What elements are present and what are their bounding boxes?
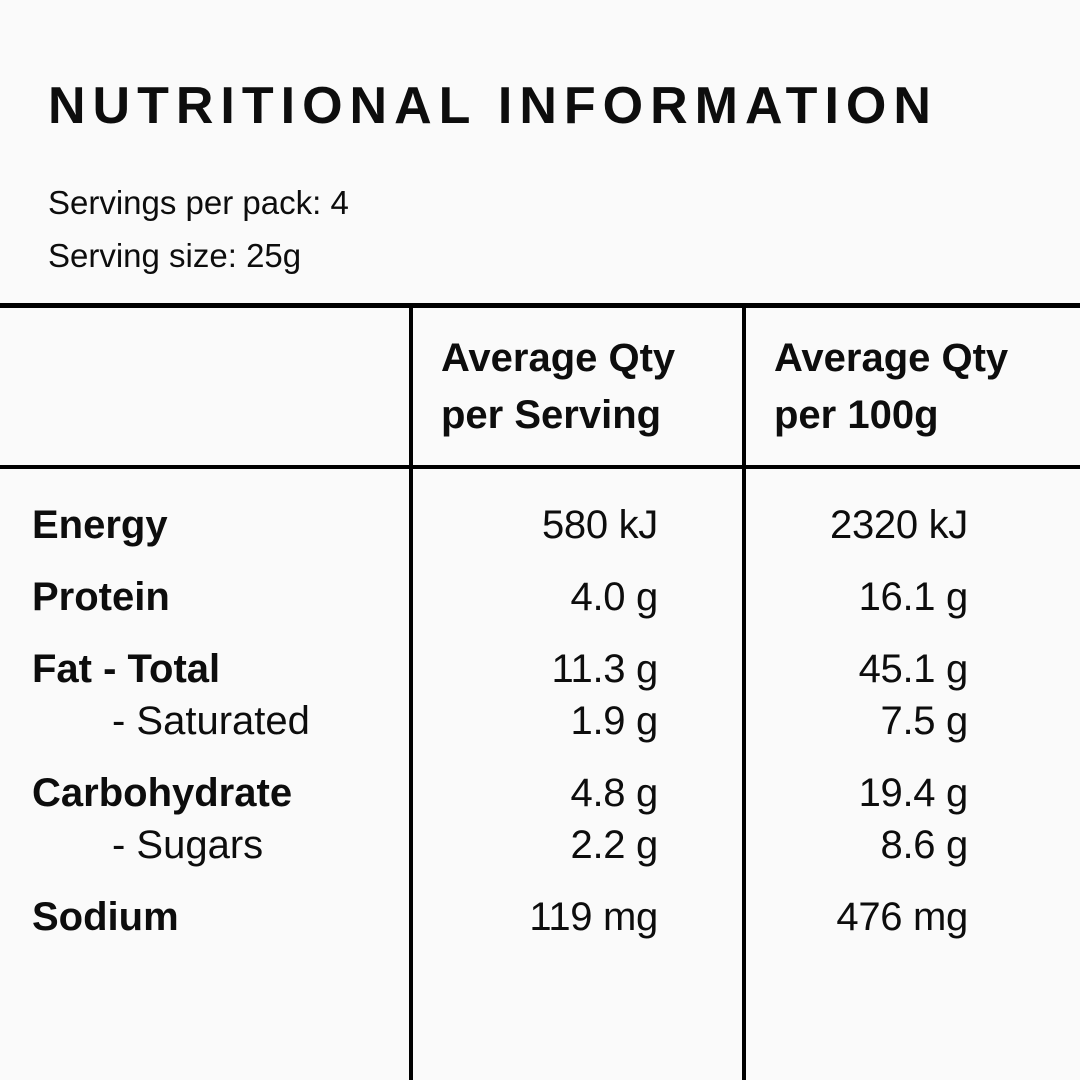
row-value-per-100g: 19.4 g bbox=[858, 770, 969, 815]
row-value-per-100g: 2320 kJ bbox=[830, 502, 968, 547]
serving-info: Servings per pack: 4 Serving size: 25g bbox=[48, 176, 349, 282]
row-value-per-serving: 1.9 g bbox=[570, 698, 659, 743]
table-header-row: Average Qty per Serving Average Qty per … bbox=[0, 308, 1080, 465]
table-row-fat-saturated: - Saturated 1.9 g 7.5 g bbox=[0, 695, 1080, 747]
row-value-per-100g: 7.5 g bbox=[880, 698, 969, 743]
header-cell-per-serving: Average Qty per Serving bbox=[413, 308, 746, 465]
page-title: NUTRITIONAL INFORMATION bbox=[48, 77, 938, 135]
row-value-per-serving: 2.2 g bbox=[570, 822, 659, 867]
table-top-rule bbox=[0, 303, 1080, 308]
servings-per-pack: Servings per pack: 4 bbox=[48, 184, 349, 221]
table-row-sugars: - Sugars 2.2 g 8.6 g bbox=[0, 819, 1080, 871]
serving-size: Serving size: 25g bbox=[48, 237, 302, 274]
row-label: Protein bbox=[32, 574, 170, 619]
row-value-per-100g: 45.1 g bbox=[858, 646, 969, 691]
row-value-per-100g: 8.6 g bbox=[880, 822, 969, 867]
row-label: Carbohydrate bbox=[32, 770, 293, 815]
header-bottom-rule bbox=[0, 465, 1080, 469]
column-divider-2 bbox=[742, 303, 746, 1080]
table-row-carbohydrate: Carbohydrate 4.8 g 19.4 g bbox=[0, 767, 1080, 819]
table-row-fat-total: Fat - Total 11.3 g 45.1 g bbox=[0, 643, 1080, 695]
row-value-per-serving: 580 kJ bbox=[541, 502, 658, 547]
table-row-protein: Protein 4.0 g 16.1 g bbox=[0, 571, 1080, 623]
row-value-per-100g: 16.1 g bbox=[858, 574, 969, 619]
header-per-100g-line1: Average Qty bbox=[774, 335, 1009, 380]
row-value-per-serving: 119 mg bbox=[529, 894, 658, 939]
header-per-serving-line2: per Serving bbox=[441, 392, 662, 437]
header-per-100g-line2: per 100g bbox=[774, 392, 939, 437]
row-value-per-serving: 4.0 g bbox=[570, 574, 659, 619]
header-per-serving-line1: Average Qty bbox=[441, 335, 676, 380]
row-label: - Sugars bbox=[112, 822, 264, 867]
table-row-sodium: Sodium 119 mg 476 mg bbox=[0, 891, 1080, 943]
header-cell-per-100g: Average Qty per 100g bbox=[746, 308, 1080, 465]
table-row-energy: Energy 580 kJ 2320 kJ bbox=[0, 499, 1080, 551]
row-value-per-100g: 476 mg bbox=[836, 894, 968, 939]
row-label: Sodium bbox=[32, 894, 179, 939]
column-divider-1 bbox=[409, 303, 413, 1080]
row-value-per-serving: 11.3 g bbox=[551, 646, 659, 691]
row-label: Fat - Total bbox=[32, 646, 221, 691]
row-value-per-serving: 4.8 g bbox=[570, 770, 659, 815]
header-cell-empty bbox=[0, 308, 413, 465]
table-body: Energy 580 kJ 2320 kJ Protein 4.0 g 16.1… bbox=[0, 469, 1080, 943]
row-label: Energy bbox=[32, 502, 168, 547]
row-label: - Saturated bbox=[112, 698, 310, 743]
